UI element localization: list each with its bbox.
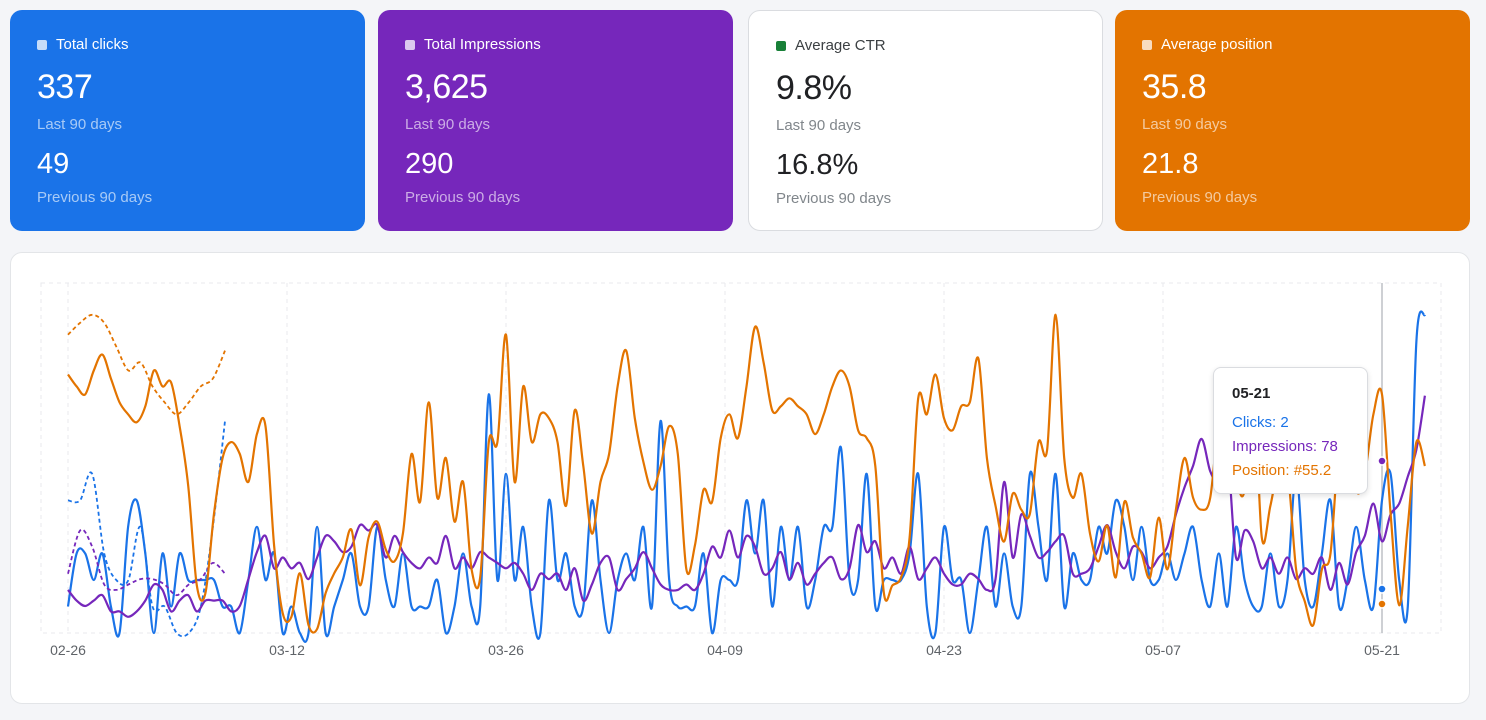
card-total-clicks[interactable]: Total clicks 337 Last 90 days 49 Previou… xyxy=(10,10,365,231)
card-title: Average position xyxy=(1161,36,1273,53)
card-title: Total clicks xyxy=(56,36,129,53)
card-title: Total Impressions xyxy=(424,36,541,53)
checkbox-icon[interactable] xyxy=(1142,39,1152,50)
card-previous-value: 290 xyxy=(405,148,454,180)
tooltip-clicks: Clicks: 2 xyxy=(1232,414,1289,431)
plot-frame xyxy=(40,282,1442,634)
card-period-label: Last 90 days xyxy=(1142,116,1228,133)
card-previous-label: Previous 90 days xyxy=(776,190,892,207)
hover-point-marker xyxy=(1377,584,1387,594)
card-value: 337 xyxy=(37,68,93,106)
chart-tooltip: 05-21 Clicks: 2 Impressions: 78 Position… xyxy=(1213,367,1368,494)
card-previous-value: 49 xyxy=(37,148,70,180)
x-tick-label: 04-09 xyxy=(707,642,743,658)
checkbox-icon[interactable] xyxy=(37,39,47,50)
card-value: 9.8% xyxy=(776,69,852,107)
card-previous-label: Previous 90 days xyxy=(37,189,153,206)
performance-chart-panel: 02-26 03-12 03-26 04-09 04-23 05-07 05-21 05-2… xyxy=(10,252,1470,704)
x-tick-label: 05-21 xyxy=(1364,642,1400,658)
card-average-position[interactable]: Average position 35.8 Last 90 days 21.8 … xyxy=(1115,10,1470,231)
card-period-label: Last 90 days xyxy=(776,117,862,134)
performance-line-chart[interactable]: 02-26 03-12 03-26 04-09 04-23 05-07 05-21 xyxy=(11,253,1471,705)
card-period-label: Last 90 days xyxy=(405,116,491,133)
summary-cards: Total clicks 337 Last 90 days 49 Previou… xyxy=(10,10,1470,231)
tooltip-position: Position: #55.2 xyxy=(1232,462,1332,479)
series-line-position xyxy=(67,313,1426,634)
x-tick-label: 03-12 xyxy=(269,642,305,658)
hover-point-marker xyxy=(1377,456,1387,466)
card-value: 3,625 xyxy=(405,68,488,106)
previous-period-line-clicks xyxy=(67,420,226,638)
card-previous-value: 16.8% xyxy=(776,149,859,181)
card-previous-label: Previous 90 days xyxy=(1142,189,1258,206)
card-previous-value: 21.8 xyxy=(1142,148,1199,180)
x-tick-label: 02-26 xyxy=(50,642,86,658)
hover-point-marker xyxy=(1377,599,1387,609)
series-line-impressions xyxy=(67,395,1426,618)
card-previous-label: Previous 90 days xyxy=(405,189,521,206)
card-title: Average CTR xyxy=(795,37,886,54)
card-average-ctr[interactable]: Average CTR 9.8% Last 90 days 16.8% Prev… xyxy=(748,10,1103,231)
x-tick-label: 03-26 xyxy=(488,642,524,658)
previous-period-line-position xyxy=(67,313,226,416)
card-period-label: Last 90 days xyxy=(37,116,123,133)
card-value: 35.8 xyxy=(1142,68,1207,106)
tooltip-impressions: Impressions: 78 xyxy=(1232,438,1338,455)
checkbox-icon[interactable] xyxy=(405,39,415,50)
x-tick-label: 04-23 xyxy=(926,642,962,658)
x-tick-label: 05-07 xyxy=(1145,642,1181,658)
card-total-impressions[interactable]: Total Impressions 3,625 Last 90 days 290… xyxy=(378,10,733,231)
previous-period-line-impressions xyxy=(67,528,226,597)
tooltip-date: 05-21 xyxy=(1232,385,1271,402)
checkbox-icon[interactable] xyxy=(776,40,786,51)
